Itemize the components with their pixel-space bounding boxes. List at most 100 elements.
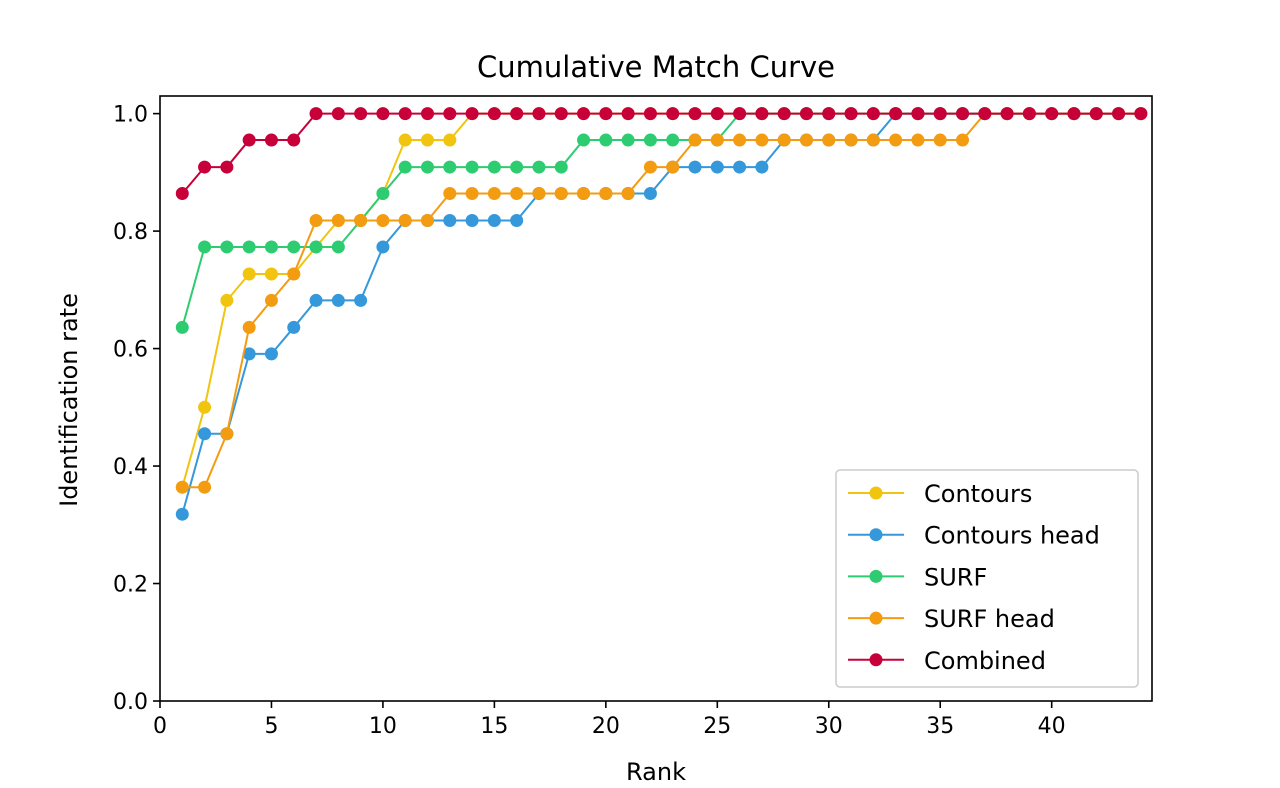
series-point-3-34 [933, 133, 947, 147]
x-tick-label-5: 25 [703, 714, 731, 739]
series-point-2-12 [443, 160, 457, 174]
series-point-4-7 [331, 107, 345, 121]
series-point-2-16 [532, 160, 546, 174]
series-point-4-35 [956, 107, 970, 121]
series-point-1-7 [331, 293, 345, 307]
series-point-2-11 [421, 160, 435, 174]
series-point-3-19 [599, 187, 613, 200]
series-point-3-30 [844, 133, 858, 147]
series-point-3-21 [643, 160, 657, 174]
series-point-3-32 [889, 133, 903, 147]
series-point-4-5 [287, 133, 301, 147]
legend: Contours Contours head SURF SURF head Combin… [835, 469, 1139, 688]
series-point-2-0 [175, 320, 189, 334]
series-point-3-25 [733, 133, 747, 147]
series-point-4-27 [777, 107, 791, 121]
series-point-3-7 [331, 214, 345, 228]
series-point-1-1 [198, 427, 212, 441]
series-point-1-24 [710, 160, 724, 174]
y-tick-label-0: 0.0 [113, 690, 148, 715]
x-tick-label-3: 15 [480, 714, 508, 739]
series-point-4-16 [532, 107, 546, 121]
series-point-4-14 [487, 107, 501, 121]
legend-marker-2 [869, 569, 883, 583]
legend-marker-3 [869, 611, 883, 625]
series-point-4-43 [1134, 107, 1148, 121]
series-point-1-0 [175, 507, 189, 521]
legend-label-1: Contours head [924, 522, 1100, 550]
series-point-4-22 [666, 107, 680, 121]
series-point-1-3 [242, 347, 256, 361]
series-point-3-18 [577, 187, 591, 200]
series-point-0-1 [198, 400, 212, 414]
series-point-0-11 [421, 133, 435, 147]
series-point-4-18 [577, 107, 591, 121]
series-point-3-29 [822, 133, 836, 147]
chart-title: Cumulative Match Curve [477, 50, 835, 84]
legend-box [835, 469, 1139, 688]
series-point-1-9 [376, 240, 390, 254]
x-tick-label-8: 40 [1038, 714, 1066, 739]
series-point-3-22 [666, 160, 680, 174]
series-point-3-14 [487, 187, 501, 200]
y-tick-label-2: 0.4 [113, 455, 148, 480]
series-point-3-33 [911, 133, 925, 147]
series-point-2-10 [398, 160, 412, 174]
series-point-2-14 [487, 160, 501, 174]
series-point-4-26 [755, 107, 769, 121]
series-point-4-39 [1045, 107, 1059, 121]
x-tick-label-1: 5 [264, 714, 278, 739]
series-point-3-27 [777, 133, 791, 147]
series-point-3-24 [710, 133, 724, 147]
x-tick-label-7: 35 [926, 714, 954, 739]
series-point-4-40 [1067, 107, 1081, 121]
series-point-4-24 [710, 107, 724, 121]
series-point-2-15 [510, 160, 524, 174]
series-point-3-35 [956, 133, 970, 147]
series-point-1-23 [688, 160, 702, 174]
plot-area: 0 5 10 15 20 25 30 35 40 0.0 0.2 0.4 0.6 0.8 1.0 [113, 95, 1153, 739]
series-point-4-23 [688, 107, 702, 121]
series-point-4-31 [866, 107, 880, 121]
legend-label-0: Contours [924, 480, 1032, 508]
series-point-3-17 [554, 187, 568, 200]
series-point-1-13 [465, 214, 479, 228]
series-point-2-21 [643, 133, 657, 147]
series-point-3-6 [309, 214, 323, 228]
axes-frame [159, 95, 1153, 702]
series-point-3-31 [866, 133, 880, 147]
series-point-2-2 [220, 240, 234, 254]
series-point-2-5 [287, 240, 301, 254]
series-point-3-1 [198, 480, 212, 494]
series-point-0-10 [398, 133, 412, 147]
series-point-4-6 [309, 107, 323, 121]
series-point-3-8 [354, 214, 368, 228]
series-point-2-9 [376, 187, 390, 200]
y-tick-label-4: 0.8 [113, 220, 148, 245]
series-point-3-23 [688, 133, 702, 147]
series-point-2-19 [599, 133, 613, 147]
series-point-1-5 [287, 320, 301, 334]
series-point-2-20 [621, 133, 635, 147]
series-point-4-15 [510, 107, 524, 121]
series-point-4-8 [354, 107, 368, 121]
series-point-4-1 [198, 160, 212, 174]
series-point-1-6 [309, 293, 323, 307]
series-point-4-10 [398, 107, 412, 121]
series-point-4-21 [643, 107, 657, 121]
y-axis-label: Identification rate [55, 293, 83, 507]
series-point-1-21 [643, 187, 657, 200]
x-tick-label-0: 0 [153, 714, 167, 739]
series-point-1-25 [733, 160, 747, 174]
series-point-3-16 [532, 187, 546, 200]
series-point-0-4 [264, 267, 278, 281]
y-tick-label-5: 1.0 [113, 103, 148, 128]
series-point-4-34 [933, 107, 947, 121]
series-point-4-38 [1022, 107, 1036, 121]
series-point-4-13 [465, 107, 479, 121]
series-point-3-12 [443, 187, 457, 200]
series-point-4-9 [376, 107, 390, 121]
legend-label-2: SURF [924, 563, 987, 591]
x-axis-label: Rank [626, 758, 686, 786]
